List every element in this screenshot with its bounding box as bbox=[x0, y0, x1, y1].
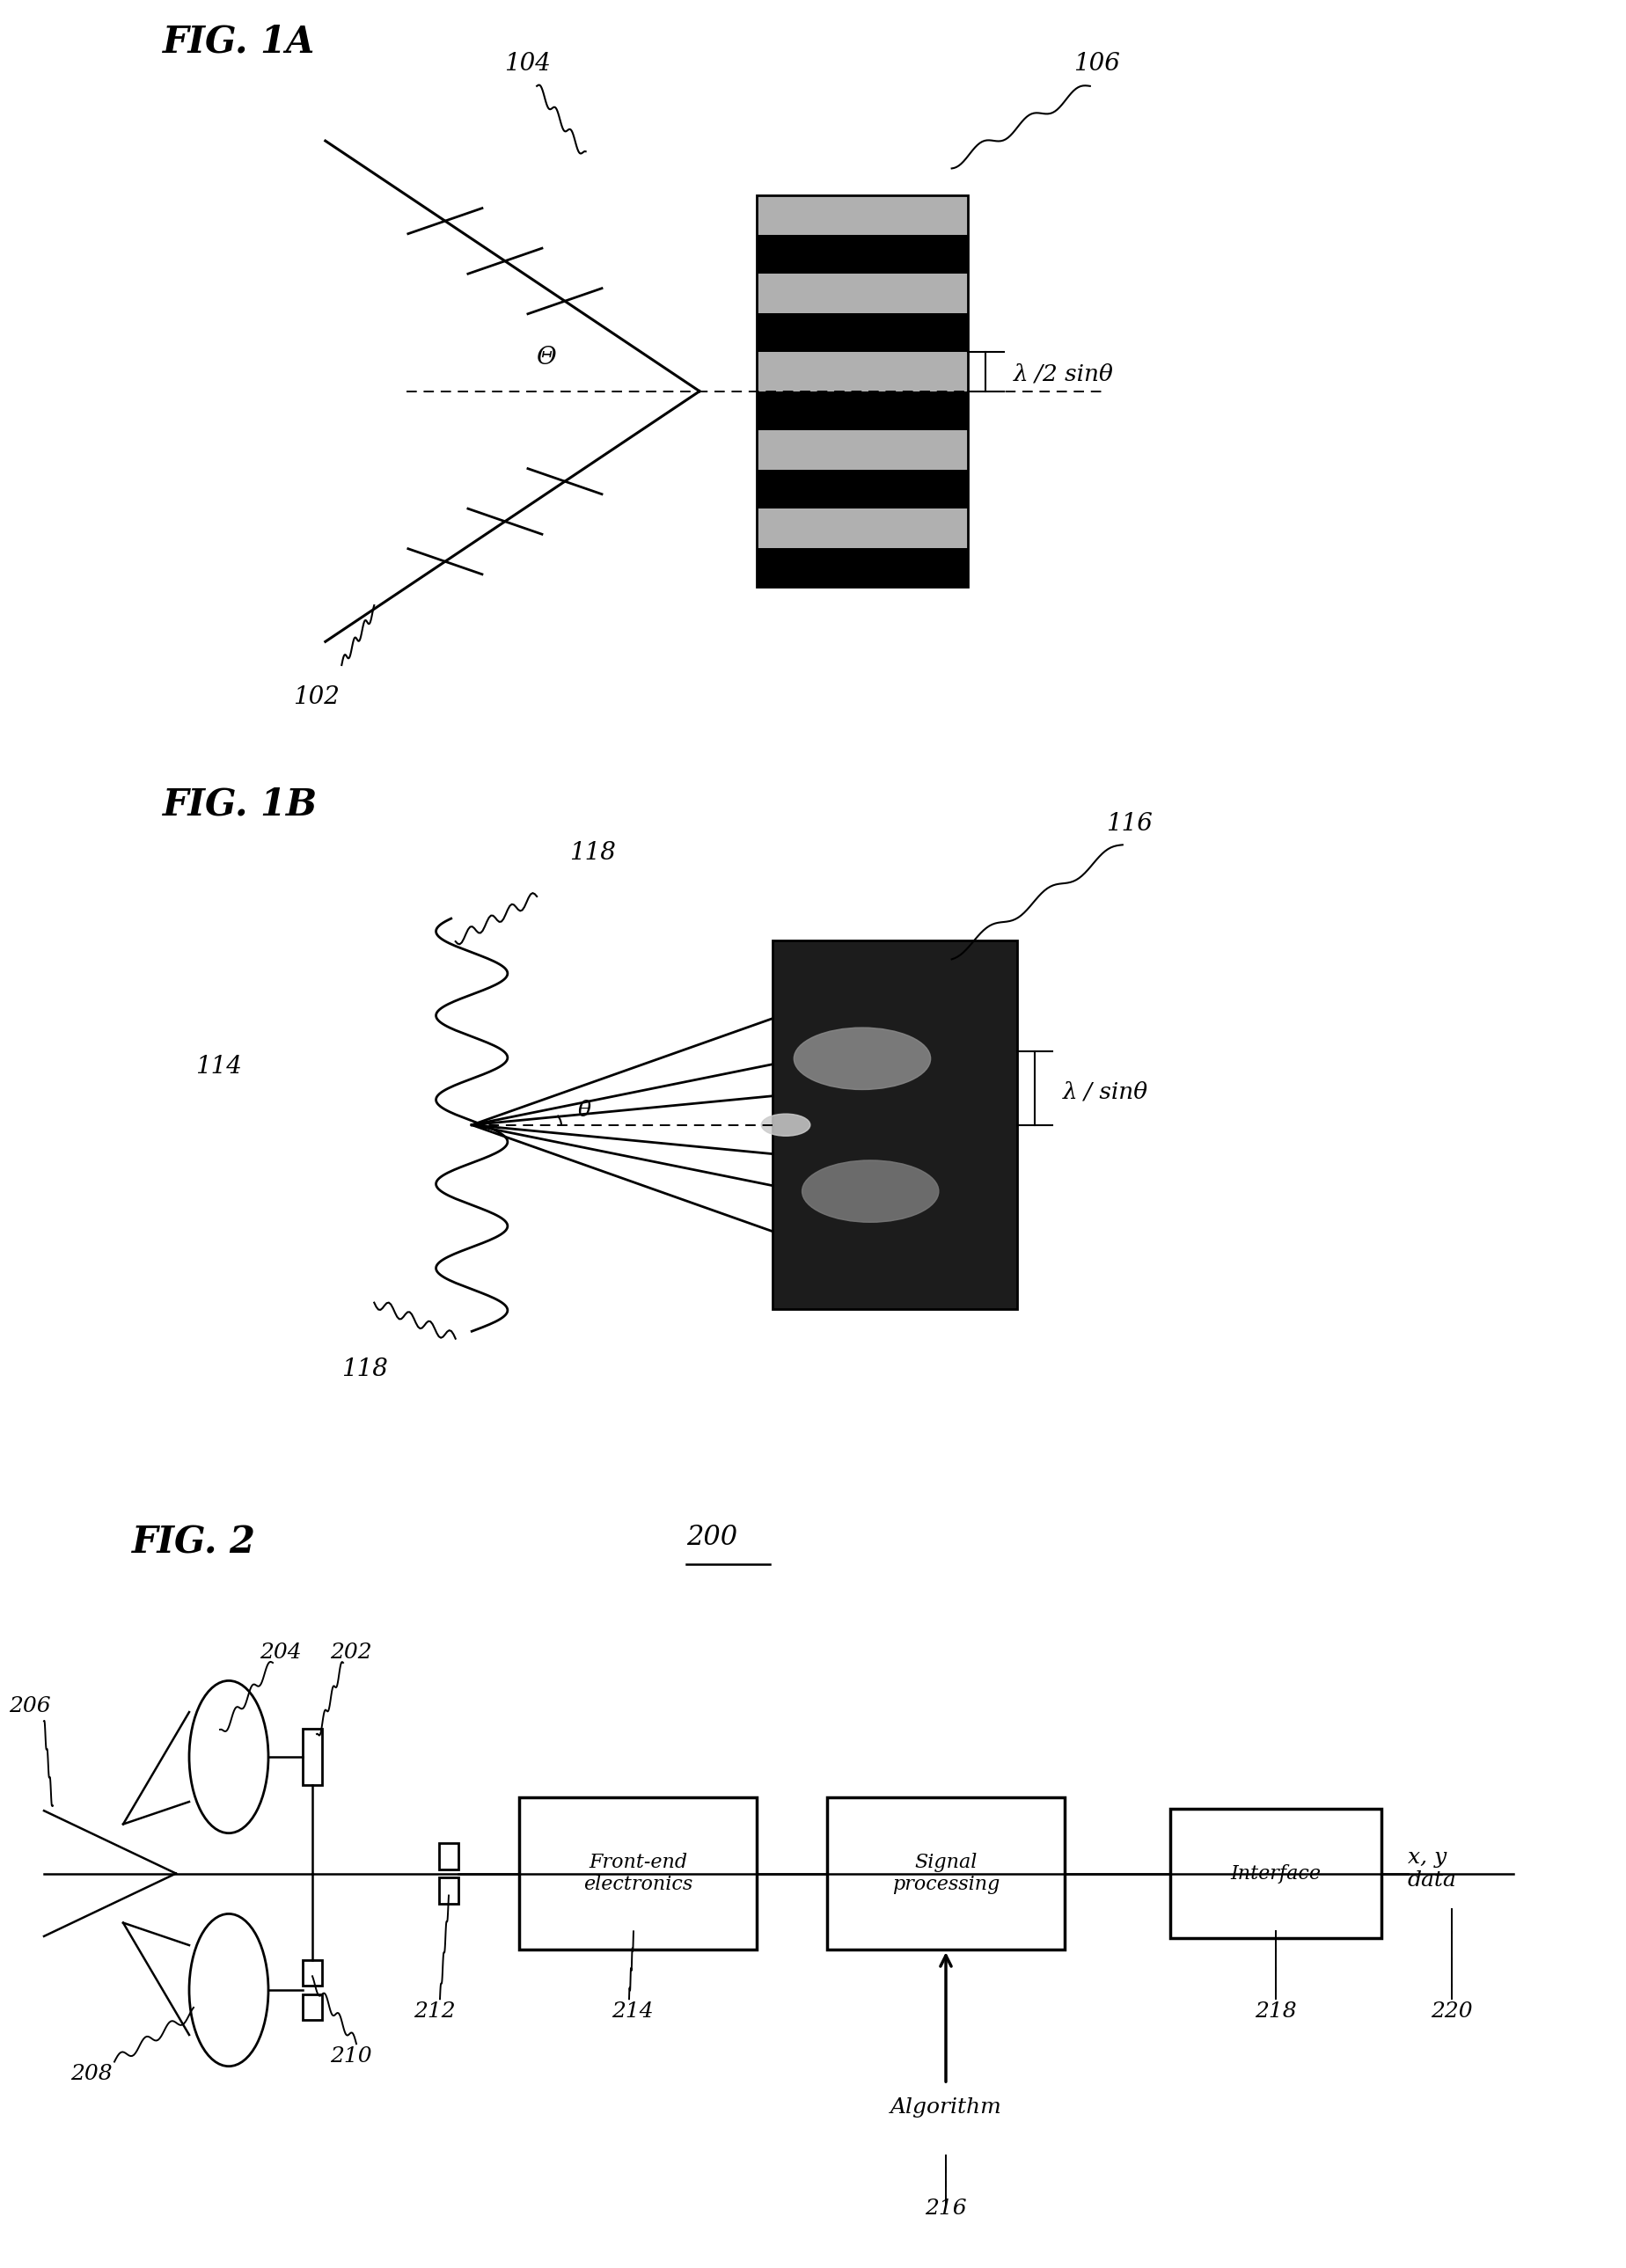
Text: 208: 208 bbox=[70, 2064, 112, 2084]
Text: 204: 204 bbox=[260, 1642, 301, 1662]
Bar bbox=[439, 1844, 459, 1869]
Bar bbox=[302, 1728, 322, 1785]
Bar bbox=[302, 1994, 322, 2019]
Bar bbox=[826, 1796, 1063, 1950]
Text: λ / sinθ: λ / sinθ bbox=[1062, 1082, 1148, 1102]
Text: FIG. 2: FIG. 2 bbox=[132, 1524, 255, 1560]
Bar bbox=[756, 313, 967, 352]
Text: 102: 102 bbox=[293, 685, 340, 710]
Text: 206: 206 bbox=[8, 1696, 50, 1717]
Text: 210: 210 bbox=[330, 2046, 372, 2066]
Bar bbox=[756, 549, 967, 587]
Text: 118: 118 bbox=[341, 1356, 389, 1381]
Ellipse shape bbox=[189, 1914, 268, 2066]
Text: FIG. 1A: FIG. 1A bbox=[163, 23, 315, 61]
Text: 218: 218 bbox=[1254, 2000, 1296, 2021]
Bar bbox=[439, 1878, 459, 1903]
Bar bbox=[756, 431, 967, 469]
Text: 200: 200 bbox=[686, 1524, 737, 1551]
Bar bbox=[756, 390, 967, 431]
Ellipse shape bbox=[189, 1681, 268, 1833]
Text: FIG. 1B: FIG. 1B bbox=[163, 785, 317, 823]
Bar bbox=[756, 469, 967, 508]
Bar bbox=[756, 508, 967, 549]
Text: 220: 220 bbox=[1429, 2000, 1472, 2021]
Circle shape bbox=[793, 1027, 930, 1089]
Text: 214: 214 bbox=[611, 2000, 654, 2021]
Bar bbox=[756, 352, 967, 390]
Text: 114: 114 bbox=[195, 1055, 242, 1080]
Bar bbox=[756, 234, 967, 274]
Text: 116: 116 bbox=[1106, 812, 1153, 835]
Text: 216: 216 bbox=[925, 2198, 966, 2218]
Bar bbox=[756, 195, 967, 587]
Text: Algorithm: Algorithm bbox=[889, 2098, 1002, 2118]
Bar bbox=[1169, 1810, 1380, 1939]
Text: 106: 106 bbox=[1073, 52, 1120, 75]
Bar bbox=[772, 941, 1016, 1309]
Text: Signal
processing: Signal processing bbox=[891, 1853, 998, 1894]
Text: Θ: Θ bbox=[537, 345, 556, 370]
Bar bbox=[519, 1796, 756, 1950]
Circle shape bbox=[761, 1114, 810, 1136]
Text: Interface: Interface bbox=[1229, 1864, 1320, 1882]
Bar bbox=[756, 274, 967, 313]
Text: θ: θ bbox=[577, 1100, 590, 1120]
Text: 118: 118 bbox=[569, 841, 616, 864]
Text: 202: 202 bbox=[330, 1642, 372, 1662]
Bar bbox=[302, 1960, 322, 1984]
Text: x, y
data: x, y data bbox=[1406, 1846, 1455, 1892]
Bar bbox=[756, 195, 967, 234]
Text: 212: 212 bbox=[413, 2000, 455, 2021]
Circle shape bbox=[802, 1161, 938, 1222]
Text: 104: 104 bbox=[504, 52, 551, 75]
Text: λ /2 sinθ: λ /2 sinθ bbox=[1013, 363, 1114, 386]
Text: Front-end
electronics: Front-end electronics bbox=[584, 1853, 693, 1894]
